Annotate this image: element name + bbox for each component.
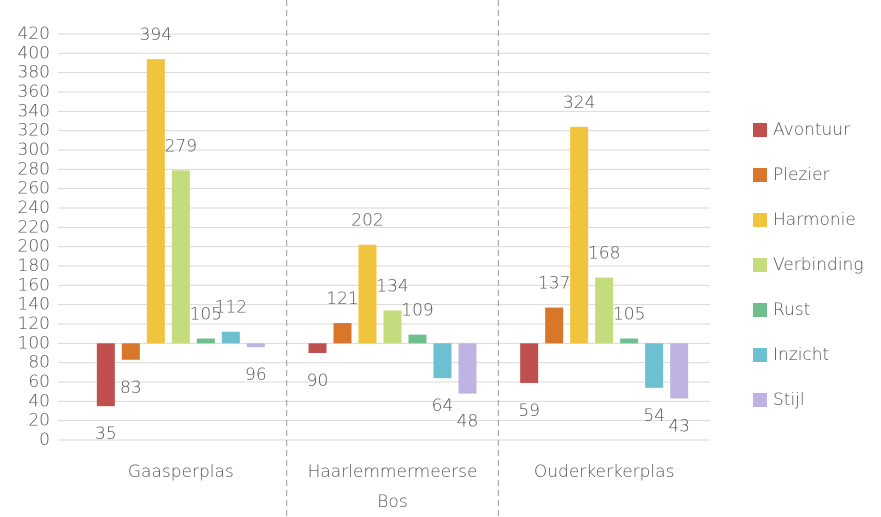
legend-label: Harmonie <box>773 210 856 230</box>
legend-label: Avontuur <box>773 120 850 140</box>
bar <box>196 338 215 344</box>
y-tick-label: 120 <box>18 314 50 334</box>
value-label: 105 <box>190 305 222 325</box>
bar <box>408 334 427 344</box>
value-label: 324 <box>563 93 595 113</box>
value-label: 35 <box>95 424 117 444</box>
y-tick-label: 20 <box>28 411 50 431</box>
bar <box>595 277 614 344</box>
y-tick-label: 400 <box>18 43 50 63</box>
y-tick-label: 320 <box>18 121 50 141</box>
value-label: 394 <box>140 25 172 45</box>
bar <box>570 126 589 344</box>
bar <box>333 323 352 344</box>
legend-swatch <box>753 348 767 362</box>
y-tick-label: 240 <box>18 198 50 218</box>
bar <box>383 310 402 344</box>
value-label: 109 <box>401 301 433 321</box>
bar <box>121 343 140 360</box>
value-label: 83 <box>120 378 142 398</box>
value-label: 168 <box>588 244 620 264</box>
bar <box>146 59 165 344</box>
value-label: 64 <box>432 396 454 416</box>
bar <box>246 343 265 348</box>
bar <box>670 343 689 399</box>
y-tick-label: 200 <box>18 237 50 257</box>
x-tick-label: Ouderkerkerplas <box>533 462 675 482</box>
value-label: 279 <box>165 136 197 156</box>
y-tick-label: 300 <box>18 140 50 160</box>
bar <box>308 343 327 353</box>
value-label: 43 <box>668 416 690 436</box>
value-label: 112 <box>215 298 247 318</box>
y-tick-label: 140 <box>18 295 50 315</box>
bar <box>433 343 452 379</box>
value-label: 134 <box>376 276 408 296</box>
value-label: 202 <box>351 211 383 231</box>
bar <box>358 244 377 344</box>
bar <box>545 307 564 344</box>
legend-label: Plezier <box>773 165 830 185</box>
legend-swatch <box>753 213 767 227</box>
legend-swatch <box>753 393 767 407</box>
legend-label: Rust <box>773 300 810 320</box>
y-tick-label: 40 <box>28 391 50 411</box>
bar <box>171 170 190 344</box>
legend-swatch <box>753 123 767 137</box>
y-tick-label: 60 <box>28 372 50 392</box>
bar <box>458 343 477 394</box>
y-tick-label: 160 <box>18 275 50 295</box>
value-label: 121 <box>326 289 358 309</box>
value-label: 48 <box>457 412 479 432</box>
y-tick-label: 180 <box>18 256 50 276</box>
y-tick-label: 340 <box>18 101 50 121</box>
legend-label: Stijl <box>773 390 805 410</box>
bar <box>620 338 639 344</box>
x-tick-label: Haarlemmermeerse Bos <box>307 462 478 512</box>
value-label: 96 <box>245 365 267 385</box>
bar <box>645 343 664 388</box>
value-label: 59 <box>518 401 540 421</box>
y-tick-label: 220 <box>18 217 50 237</box>
legend-swatch <box>753 303 767 317</box>
bar <box>96 343 115 407</box>
y-tick-label: 360 <box>18 82 50 102</box>
legend-swatch <box>753 258 767 272</box>
value-label: 137 <box>538 274 570 294</box>
y-tick-label: 0 <box>39 430 50 450</box>
y-tick-label: 280 <box>18 159 50 179</box>
legend-label: Inzicht <box>773 345 829 365</box>
bar <box>221 331 240 344</box>
y-tick-label: 80 <box>28 353 50 373</box>
value-label: 54 <box>643 406 665 426</box>
y-tick-label: 420 <box>18 24 50 44</box>
legend-label: Verbinding <box>773 255 864 275</box>
y-tick-label: 380 <box>18 63 50 83</box>
bar <box>520 343 539 383</box>
y-tick-label: 260 <box>18 179 50 199</box>
x-tick-label: Gaasperplas <box>127 462 234 482</box>
value-label: 90 <box>307 371 329 391</box>
legend-swatch <box>753 168 767 182</box>
y-tick-label: 100 <box>18 333 50 353</box>
value-label: 105 <box>613 305 645 325</box>
